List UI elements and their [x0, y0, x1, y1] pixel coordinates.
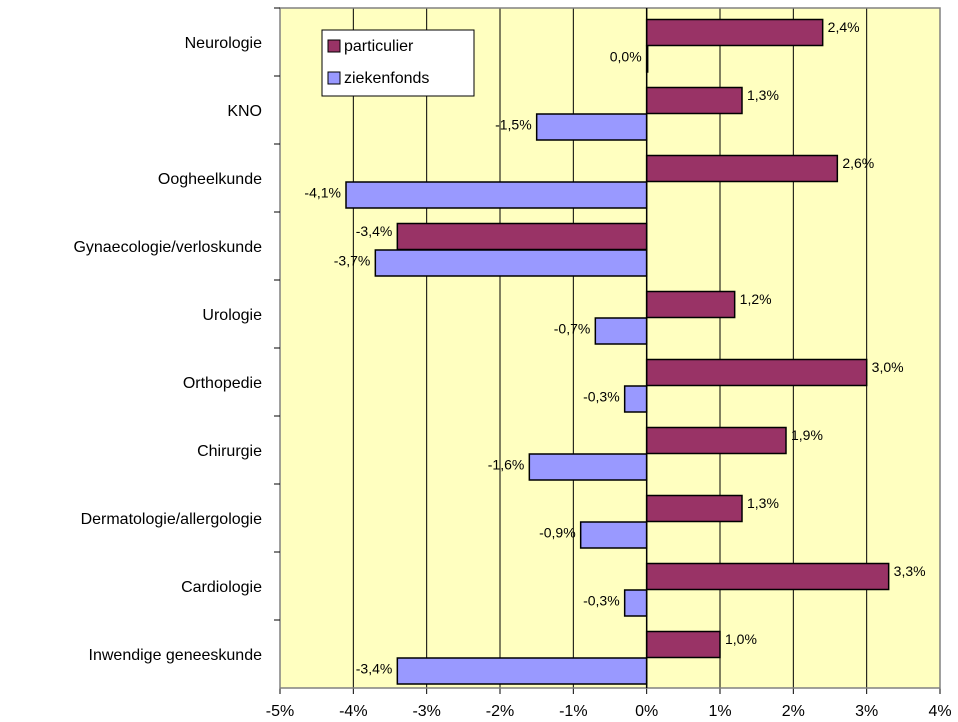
y-tick-label: Cardiologie — [181, 579, 262, 596]
bar — [645, 494, 743, 523]
value-label: -3,4% — [356, 223, 393, 239]
bar — [645, 18, 824, 47]
value-label: 2,4% — [828, 19, 860, 35]
y-tick-label: Urologie — [202, 307, 262, 324]
bar — [535, 113, 648, 141]
x-tick-label: 2% — [782, 703, 805, 720]
value-label: -0,7% — [554, 321, 591, 337]
legend-swatch — [327, 71, 341, 85]
x-tick-label: 3% — [855, 703, 878, 720]
value-label: 1,3% — [747, 495, 779, 511]
value-label: 3,3% — [894, 563, 926, 579]
value-label: 1,3% — [747, 87, 779, 103]
y-tick-label: Gynaecologie/verloskunde — [73, 239, 262, 256]
bar — [645, 290, 736, 319]
x-tick-label: -1% — [559, 703, 587, 720]
bar — [645, 426, 787, 455]
bar — [396, 657, 648, 685]
value-label: 3,0% — [872, 359, 904, 375]
x-tick-label: -2% — [486, 703, 514, 720]
value-label: -0,3% — [583, 389, 620, 405]
value-label: 0,0% — [610, 49, 642, 65]
value-label: -1,5% — [495, 117, 532, 133]
legend: particulier ziekenfonds — [321, 29, 475, 97]
bar — [645, 154, 839, 183]
bar — [396, 222, 648, 251]
bar — [645, 358, 868, 387]
value-label: 1,9% — [791, 427, 823, 443]
bar — [345, 181, 648, 209]
value-label: -0,9% — [539, 525, 576, 541]
value-label: -3,7% — [334, 253, 371, 269]
bar — [645, 562, 890, 591]
value-label: -1,6% — [488, 457, 525, 473]
x-tick-label: -4% — [339, 703, 367, 720]
x-tick-label: 0% — [635, 703, 658, 720]
value-label: 1,2% — [740, 291, 772, 307]
y-tick-label: KNO — [227, 103, 262, 120]
value-label: -0,3% — [583, 593, 620, 609]
value-label: 2,6% — [842, 155, 874, 171]
bar — [645, 630, 721, 659]
y-tick-label: Inwendige geneeskunde — [89, 647, 263, 664]
bar — [594, 317, 648, 345]
x-tick-label: -5% — [266, 703, 294, 720]
bar — [579, 521, 648, 549]
x-tick-label: -3% — [412, 703, 440, 720]
y-tick-label: Neurologie — [185, 35, 262, 52]
y-tick-label: Chirurgie — [197, 443, 262, 460]
bar — [374, 249, 648, 277]
bar — [623, 385, 648, 413]
x-tick-label: 4% — [928, 703, 951, 720]
legend-label: ziekenfonds — [344, 70, 429, 87]
value-label: 1,0% — [725, 631, 757, 647]
value-label: -4,1% — [304, 185, 341, 201]
value-label: -3,4% — [356, 661, 393, 677]
legend-swatch — [327, 39, 341, 53]
y-tick-label: Dermatologie/allergologie — [81, 511, 263, 528]
bar — [623, 589, 648, 617]
legend-label: particulier — [344, 38, 414, 55]
x-tick-label: 1% — [708, 703, 731, 720]
bar — [528, 453, 648, 481]
y-tick-label: Oogheelkunde — [158, 171, 262, 188]
legend-box — [321, 29, 475, 97]
bar — [645, 86, 743, 115]
y-tick-label: Orthopedie — [183, 375, 262, 392]
